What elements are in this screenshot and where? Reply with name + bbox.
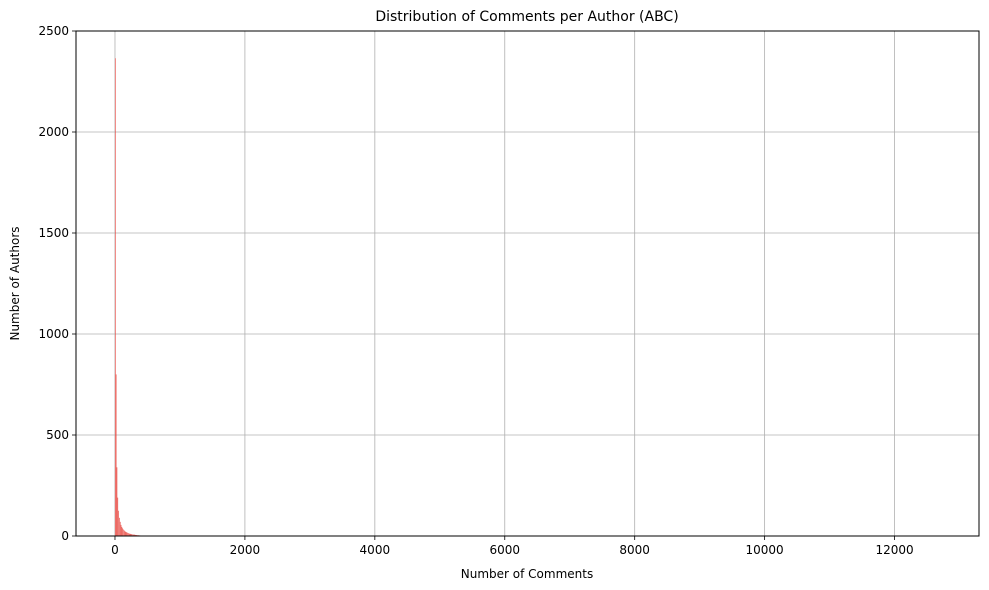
histogram-bar <box>116 467 118 536</box>
histogram-bar <box>131 534 133 536</box>
histogram-bar <box>123 529 124 536</box>
histogram-bar <box>132 534 133 536</box>
y-tick-label: 1500 <box>38 226 69 240</box>
x-tick-label: 6000 <box>489 543 520 557</box>
y-tick-label: 500 <box>46 428 69 442</box>
histogram-bar <box>121 526 123 536</box>
y-tick-label: 2000 <box>38 125 69 139</box>
histogram-bar <box>126 532 128 536</box>
histogram-bar <box>114 58 116 537</box>
histogram-bar <box>134 534 136 536</box>
histogram-bar <box>136 534 137 536</box>
histogram-bar <box>135 534 137 536</box>
y-tick-label: 0 <box>61 529 69 543</box>
histogram-bar <box>119 517 120 536</box>
histogram-bar <box>133 534 135 536</box>
x-tick-label: 4000 <box>360 543 391 557</box>
histogram-bar <box>120 524 122 536</box>
x-axis-ticks: 0 2000 4000 6000 8000 10000 12000 <box>111 536 914 557</box>
y-axis-label: Number of Authors <box>8 226 22 340</box>
histogram-bar <box>123 530 125 536</box>
histogram-bar <box>127 532 128 536</box>
grid <box>76 30 979 537</box>
histogram-bar <box>115 374 117 536</box>
x-tick-label: 12000 <box>875 543 913 557</box>
x-tick-label: 10000 <box>746 543 784 557</box>
bars <box>114 58 141 537</box>
histogram-bar <box>119 521 121 536</box>
x-tick-label: 2000 <box>230 543 261 557</box>
histogram-bar <box>130 533 132 536</box>
histogram-bar <box>124 531 126 536</box>
histogram-bar <box>118 510 119 536</box>
histogram-bar <box>132 534 134 536</box>
histogram-bar <box>125 531 127 536</box>
x-tick-label: 8000 <box>619 543 650 557</box>
x-axis-label: Number of Comments <box>461 567 593 581</box>
y-tick-label: 2500 <box>38 24 69 38</box>
plot-frame <box>75 30 980 537</box>
chart-title: Distribution of Comments per Author (ABC… <box>375 9 678 25</box>
histogram-bar <box>117 497 119 536</box>
histogram-bar <box>128 533 129 536</box>
histogram-bar <box>128 533 130 536</box>
histogram-bar <box>129 533 131 536</box>
histogram-bar <box>122 528 124 536</box>
x-tick-label: 0 <box>111 543 119 557</box>
y-axis-ticks: 0 500 1000 1500 2000 2500 <box>38 24 76 543</box>
y-tick-label: 1000 <box>38 327 69 341</box>
